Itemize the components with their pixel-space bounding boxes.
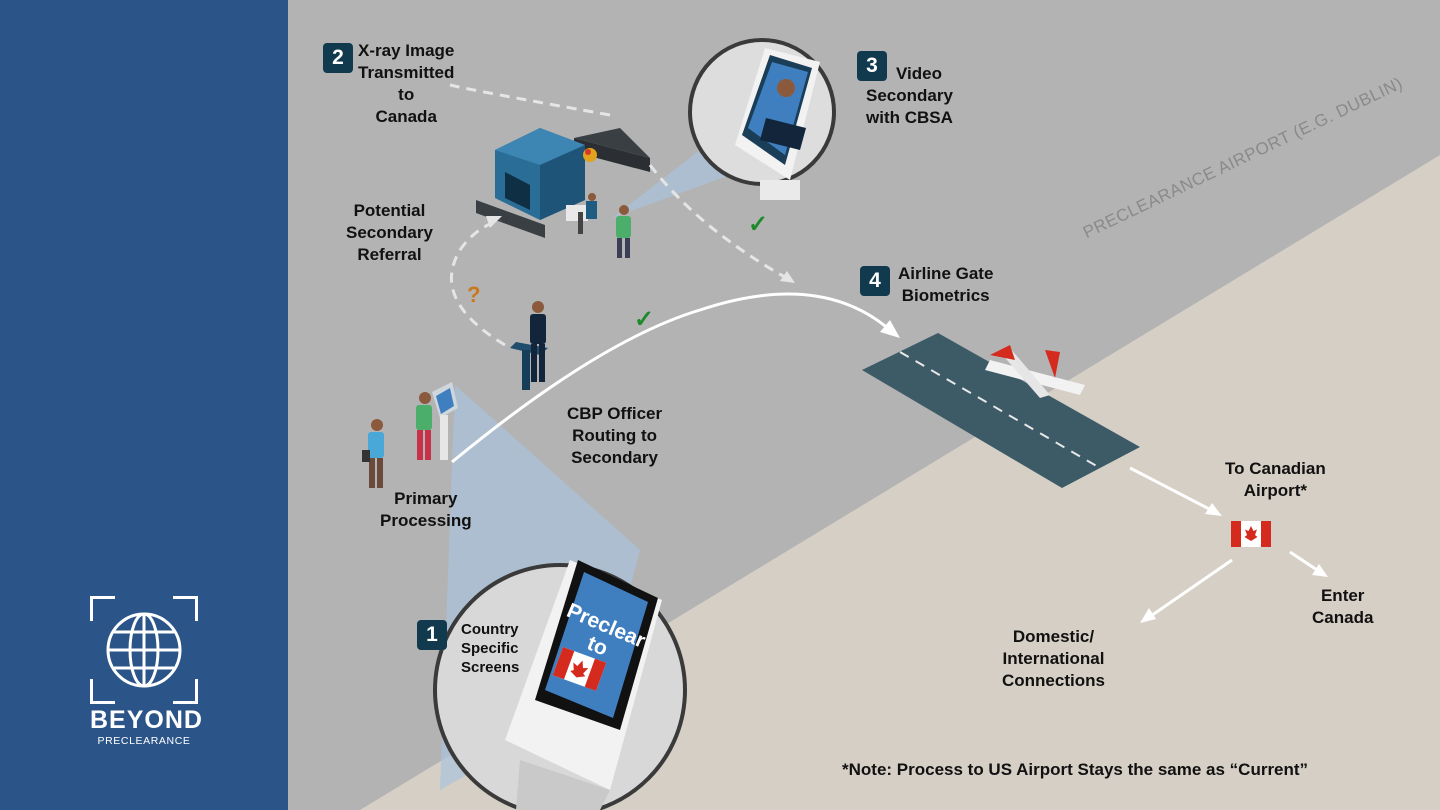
zoom-circle-kiosk <box>433 560 687 810</box>
step-4-label: Airline Gate Biometrics <box>898 264 994 305</box>
step-badge-3: 3 <box>857 51 887 81</box>
diagram-scene <box>360 38 1440 810</box>
traveler-green <box>416 392 432 460</box>
enter-canada-arrow <box>1289 550 1321 574</box>
cbp-officer-label: CBP Officer Routing to Secondary <box>567 404 663 467</box>
check-icon-route: ✓ <box>634 306 655 333</box>
kiosk-flag <box>552 647 607 691</box>
step-1-label: Country Specific Screens <box>461 621 520 676</box>
canada-flag-icon <box>1231 521 1271 547</box>
main-route-arrowhead <box>880 320 900 338</box>
walking-traveler <box>616 205 631 258</box>
primary-processing-label: Primary Processing <box>380 489 472 530</box>
footnote: *Note: Process to US Airport Stays the s… <box>842 760 1309 779</box>
traveler-blue <box>362 419 384 488</box>
question-mark-icon: ? <box>467 282 481 307</box>
logo-frame <box>90 596 198 704</box>
step-3-label: Video Secondary with CBSA <box>866 64 953 127</box>
cbp-officer <box>510 301 548 390</box>
xray-machine <box>476 128 650 238</box>
connections-label: Domestic/ International Connections <box>1002 627 1105 690</box>
zoom-circle-video <box>688 38 836 200</box>
airplane <box>985 345 1085 398</box>
main-route-arrow <box>451 292 891 464</box>
step-badge-4: 4 <box>860 266 890 296</box>
potential-secondary-label: Potential Secondary Referral <box>346 201 433 264</box>
logo-title: BEYOND <box>90 706 203 734</box>
xray-transmit-arrow <box>449 83 611 117</box>
check-icon-video: ✓ <box>748 211 769 238</box>
enter-canada-label: Enter Canada <box>1312 586 1374 627</box>
xray-to-gate-dashed <box>648 164 791 282</box>
step-2-label: X-ray Image Transmitted to Canada <box>358 41 455 126</box>
logo-subtitle: PRECLEARANCE <box>97 735 191 747</box>
zoom-beam-3 <box>612 150 730 218</box>
referral-dashed-arrow <box>450 218 506 347</box>
beyond-preclearance-logo: BEYOND PRECLEARANCE <box>90 596 203 747</box>
step-badge-2: 2 <box>323 43 353 73</box>
primary-kiosk <box>432 382 458 460</box>
to-canada-arrow <box>1129 466 1216 514</box>
to-canadian-airport-label: To Canadian Airport* <box>1225 459 1326 500</box>
sidebar: BEYOND PRECLEARANCE <box>0 0 288 810</box>
step-badge-1: 1 <box>417 620 447 650</box>
connections-arrow <box>1147 558 1233 620</box>
globe-icon <box>106 612 182 688</box>
